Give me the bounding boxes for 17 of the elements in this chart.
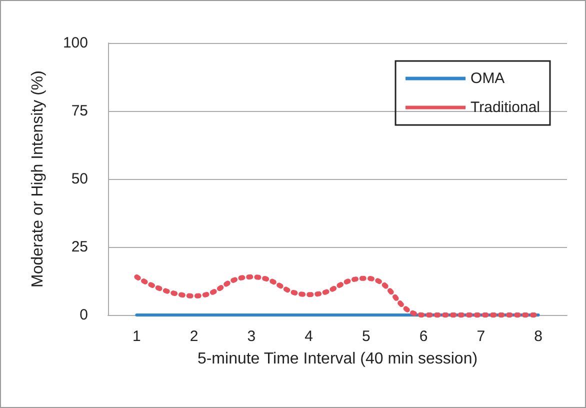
legend-label: Traditional bbox=[470, 99, 540, 116]
y-tick-label: 0 bbox=[80, 306, 88, 324]
y-tick-label: 75 bbox=[71, 102, 88, 120]
x-tick-label: 4 bbox=[304, 328, 313, 345]
y-tick-label: 50 bbox=[71, 170, 88, 188]
y-tick-label: 100 bbox=[62, 34, 88, 52]
x-tick-label: 5 bbox=[362, 328, 370, 345]
x-tick-label: 6 bbox=[419, 328, 428, 345]
legend-label: OMA bbox=[470, 70, 505, 87]
x-tick-label: 1 bbox=[132, 328, 141, 345]
x-tick-label: 7 bbox=[476, 328, 486, 345]
y-axis-title: Moderate or High Intensity (%) bbox=[30, 70, 46, 288]
y-tick-label: 25 bbox=[71, 238, 88, 256]
x-tick-label: 8 bbox=[534, 328, 542, 345]
x-axis-title: 5-minute Time Interval (40 min session) bbox=[197, 350, 478, 368]
x-tick-label: 3 bbox=[247, 328, 256, 345]
x-tick-label: 2 bbox=[190, 328, 198, 345]
